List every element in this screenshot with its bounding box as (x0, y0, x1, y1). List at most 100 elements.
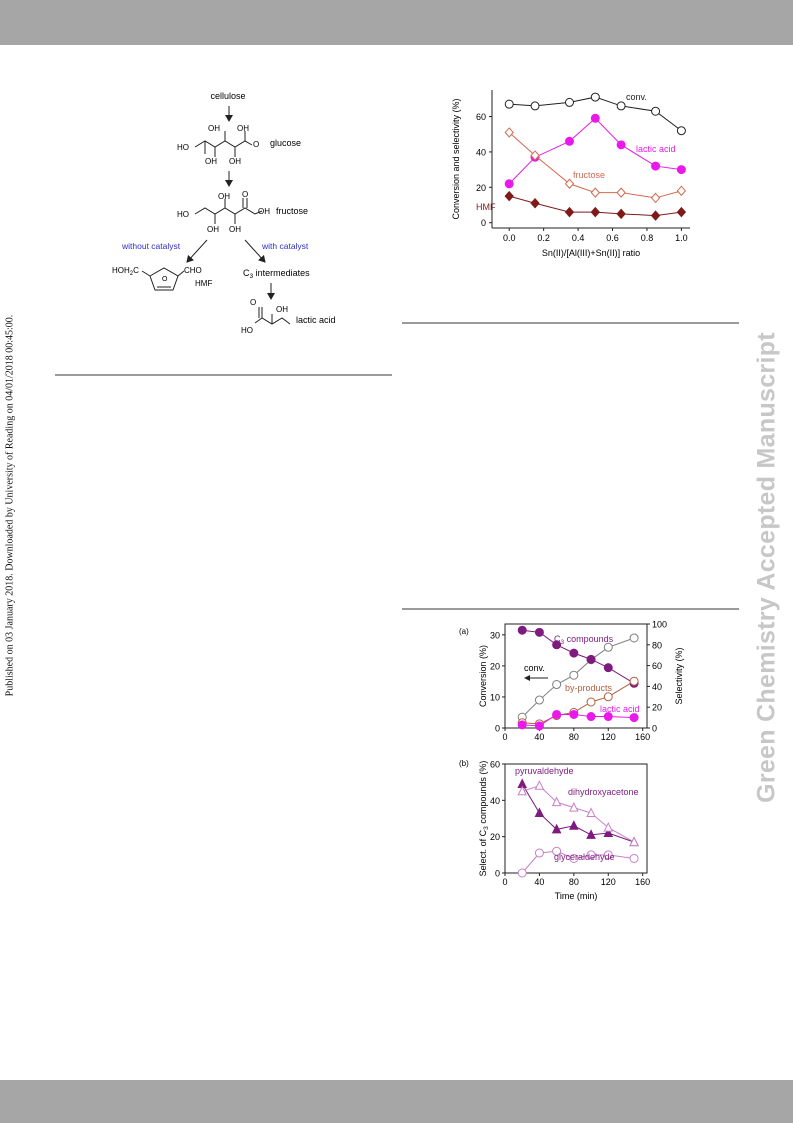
with-catalyst-label: with catalyst (261, 241, 309, 251)
data-point (517, 720, 527, 730)
series-label: HMF (476, 202, 496, 212)
data-point (650, 192, 661, 204)
lactic-oh: OH (276, 305, 288, 314)
data-point (586, 807, 596, 818)
x-axis-label: Sn(II)/[Al(III)+Sn(II)] ratio (542, 248, 640, 258)
x-tick-label: 120 (601, 732, 616, 742)
data-point (651, 161, 661, 171)
data-point (603, 712, 613, 722)
series-0 (504, 92, 686, 136)
publication-note: Published on 03 January 2018. Downloaded… (4, 314, 16, 697)
x-tick-label: 0.0 (503, 233, 516, 243)
y2-tick-label: 60 (652, 661, 662, 671)
data-point (517, 868, 527, 878)
series-a1 (517, 625, 639, 688)
data-point (590, 206, 600, 218)
x-tick-label: 40 (534, 877, 544, 887)
glucose-oh1: OH (208, 124, 220, 133)
panel-b-label: (b) (459, 759, 469, 768)
x-tick-label: 80 (569, 732, 579, 742)
data-point (616, 187, 626, 198)
data-point (603, 827, 614, 838)
hmf-label: HMF (195, 279, 212, 288)
glucose-structure (194, 131, 253, 157)
fructose-oh2: OH (207, 225, 219, 234)
data-point (629, 836, 639, 847)
y2-axis-label: Selectivity (%) (674, 647, 684, 704)
right-figure-rule-mid (402, 608, 739, 610)
y-tick-label: 60 (476, 112, 486, 122)
y-tick-label: 20 (476, 183, 486, 193)
series-3 (504, 190, 687, 221)
data-point (651, 106, 661, 116)
data-point (676, 165, 686, 175)
data-point (564, 97, 574, 107)
x-tick-label: 120 (601, 877, 616, 887)
x-tick-label: 0.6 (606, 233, 619, 243)
glucose-label: glucose (270, 138, 301, 148)
data-point (586, 850, 596, 860)
conv-label: conv. (524, 663, 545, 673)
data-point (586, 697, 596, 707)
data-point (569, 801, 579, 812)
lactic-acid-structure (254, 307, 291, 325)
fructose-oh1: OH (218, 192, 230, 201)
y-tick-label: 0 (495, 724, 500, 734)
data-point (603, 821, 614, 832)
data-point (504, 99, 514, 109)
arrow-to-c3 (244, 239, 266, 263)
series-label: conv. (626, 92, 647, 102)
dihydroxyacetone-label: dihydroxyacetone (568, 787, 639, 797)
data-point (504, 179, 514, 189)
y-tick-label: 10 (490, 692, 500, 702)
data-point (534, 848, 544, 858)
data-point (676, 206, 687, 218)
data-point (616, 101, 626, 111)
hmf-cho: CHO (184, 266, 202, 275)
arrow-to-hmf (186, 239, 208, 263)
data-point (590, 187, 600, 198)
y-tick-label: 60 (490, 760, 500, 770)
data-point (552, 709, 562, 719)
data-point (534, 627, 544, 637)
sn-ratio-chart: 0 20 40 60 0.0 0.2 0.4 0.6 0.8 1.0 Sn(II)/[Al(III)… (451, 90, 690, 258)
data-point (616, 140, 626, 150)
hmf-formula: HOH2C (112, 266, 139, 277)
y2-tick-label: 20 (652, 703, 662, 713)
data-point (552, 846, 562, 856)
fructose-o: O (242, 190, 248, 199)
y-tick-label: 20 (490, 661, 500, 671)
y2-tick-label: 100 (652, 620, 667, 630)
data-point (551, 796, 562, 807)
data-point (534, 721, 544, 731)
y-axis-label: Select. of C3 compounds (%) (478, 761, 490, 877)
lactic-o: O (250, 298, 256, 307)
series-label: fructose (573, 170, 605, 180)
right-figure-rule-top (402, 322, 739, 324)
x-tick-label: 1.0 (675, 233, 688, 243)
data-point (534, 780, 545, 790)
header-band (0, 0, 793, 45)
fructose-structure (194, 198, 263, 224)
series-a0 (517, 633, 639, 722)
data-point (629, 713, 639, 723)
x-axis-label: Time (min) (555, 891, 598, 901)
data-point (564, 178, 575, 190)
c3-intermediates-label: C3 intermediates (243, 268, 310, 280)
manuscript-watermark: Green Chemistry Accepted Manuscript (752, 332, 781, 803)
reaction-scheme: cellulose HO OH OH OH OH O glucose HO OH… (112, 91, 336, 335)
fructose-oh4: OH (258, 207, 270, 216)
lactic-acid-label: lactic acid (296, 315, 336, 325)
series-label: lactic acid (636, 144, 676, 154)
data-point (616, 208, 626, 220)
x-tick-label: 160 (635, 877, 650, 887)
data-point (517, 625, 527, 635)
x-tick-label: 80 (569, 877, 579, 887)
data-point (676, 126, 686, 136)
data-point (603, 850, 613, 860)
data-point (629, 633, 639, 643)
x-tick-label: 0.2 (537, 233, 550, 243)
fructose-ho: HO (177, 210, 189, 219)
y2-tick-label: 0 (652, 724, 657, 734)
panel-a-frame (504, 623, 648, 729)
